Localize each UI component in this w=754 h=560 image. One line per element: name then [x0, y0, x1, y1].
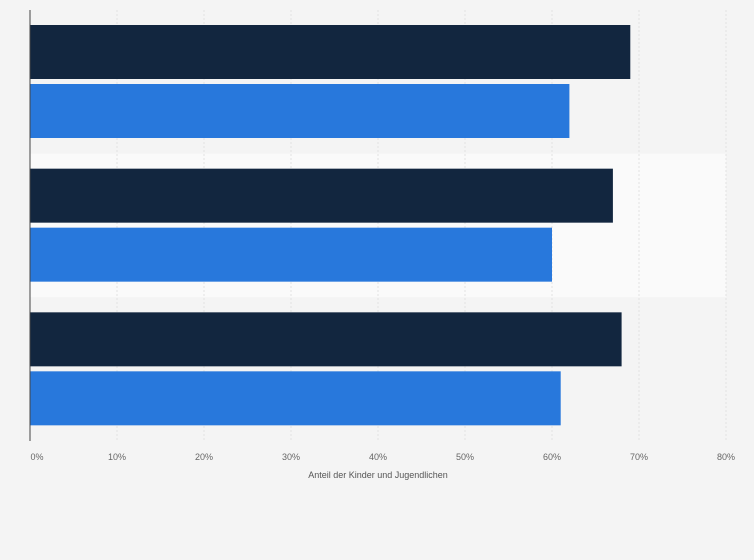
bar	[30, 371, 561, 426]
bar	[30, 25, 631, 79]
x-tick-label: 30%	[282, 452, 300, 462]
x-tick-label: 60%	[543, 452, 561, 462]
bar	[30, 168, 613, 223]
x-tick-label: 20%	[195, 452, 213, 462]
x-tick-labels: 0% 10% 20% 30% 40% 50% 60% 70% 80%	[30, 452, 735, 462]
x-tick-label: 70%	[630, 452, 648, 462]
x-tick-label: 50%	[456, 452, 474, 462]
bar	[30, 227, 552, 282]
x-tick-label: 40%	[369, 452, 387, 462]
bars	[30, 25, 631, 426]
bar	[30, 312, 622, 367]
x-tick-label: 10%	[108, 452, 126, 462]
x-tick-label: 80%	[717, 452, 735, 462]
bar	[30, 84, 570, 138]
x-axis-title: Anteil der Kinder und Jugendlichen	[308, 470, 448, 480]
x-tick-label: 0%	[30, 452, 43, 462]
